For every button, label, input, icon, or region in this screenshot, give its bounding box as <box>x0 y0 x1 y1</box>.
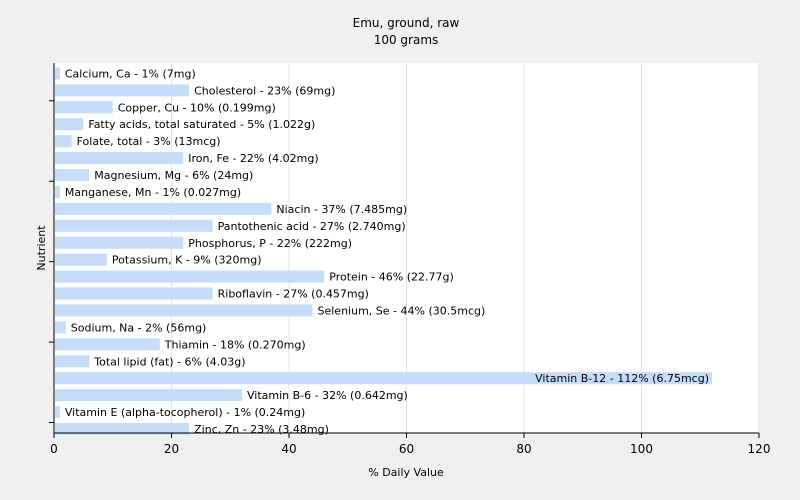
bar-16 <box>55 338 160 351</box>
bar-2 <box>55 101 113 114</box>
x-tick-label-40: 40 <box>281 442 296 456</box>
axes: 0 20 40 60 80 100 120 <box>49 63 770 456</box>
bar-label-20: Vitamin E (alpha-tocopherol) - 1% (0.24m… <box>65 406 305 419</box>
bar-label-3: Fatty acids, total saturated - 5% (1.022… <box>88 118 315 131</box>
bar-0 <box>55 67 60 80</box>
bar-6 <box>55 169 90 182</box>
bar-label-6: Magnesium, Mg - 6% (24mg) <box>94 169 253 182</box>
bar-label-12: Protein - 46% (22.77g) <box>329 271 454 284</box>
bar-10 <box>55 236 184 249</box>
x-tick-label-60: 60 <box>399 442 414 456</box>
bar-labels: Calcium, Ca - 1% (7mg) Cholesterol - 23% … <box>65 67 709 436</box>
bar-8 <box>55 202 272 215</box>
bar-11 <box>55 253 107 266</box>
x-tick-label-100: 100 <box>630 442 653 456</box>
y-axis-label: Nutrient <box>35 225 48 271</box>
bar-17 <box>55 355 90 368</box>
chart-title: Emu, ground, raw <box>353 16 460 30</box>
bar-4 <box>55 135 72 148</box>
bar-label-16: Thiamin - 18% (0.270mg) <box>164 338 306 351</box>
bar-label-0: Calcium, Ca - 1% (7mg) <box>65 67 196 80</box>
x-tick-label-20: 20 <box>164 442 179 456</box>
bar-19 <box>55 389 242 402</box>
bar-label-1: Cholesterol - 23% (69mg) <box>194 84 335 97</box>
x-tick-label-80: 80 <box>516 442 531 456</box>
bar-label-19: Vitamin B-6 - 32% (0.642mg) <box>247 389 408 402</box>
bar-label-10: Phosphorus, P - 22% (222mg) <box>188 237 352 250</box>
grid-lines <box>171 63 760 433</box>
bar-7 <box>55 185 60 198</box>
bar-14 <box>55 304 313 317</box>
bars <box>55 67 712 435</box>
bar-18 <box>55 372 712 385</box>
bar-label-21: Zinc, Zn - 23% (3.48mg) <box>194 423 329 436</box>
bar-label-13: Riboflavin - 27% (0.457mg) <box>218 288 369 301</box>
bar-5 <box>55 152 184 165</box>
bar-label-9: Pantothenic acid - 27% (2.740mg) <box>218 220 406 233</box>
bar-label-18: Vitamin B-12 - 112% (6.75mcg) <box>535 372 709 385</box>
bar-label-5: Iron, Fe - 22% (4.02mg) <box>188 152 318 165</box>
bar-1 <box>55 84 190 97</box>
bar-13 <box>55 287 213 300</box>
bar-label-7: Manganese, Mn - 1% (0.027mg) <box>65 186 241 199</box>
x-tick-label-120: 120 <box>748 442 771 456</box>
chart-subtitle: 100 grams <box>374 33 439 47</box>
bar-label-4: Folate, total - 3% (13mcg) <box>77 135 221 148</box>
bar-3 <box>55 118 84 131</box>
bar-label-17: Total lipid (fat) - 6% (4.03g) <box>93 355 245 368</box>
bar-label-11: Potassium, K - 9% (320mg) <box>112 254 262 267</box>
bar-12 <box>55 270 325 283</box>
bar-21 <box>55 422 190 435</box>
bar-label-2: Copper, Cu - 10% (0.199mg) <box>118 101 276 114</box>
bar-label-8: Niacin - 37% (7.485mg) <box>276 203 407 216</box>
bar-label-14: Selenium, Se - 44% (30.5mcg) <box>318 304 486 317</box>
bar-9 <box>55 219 213 232</box>
bar-15 <box>55 321 66 334</box>
bar-20 <box>55 406 60 419</box>
x-axis-label: % Daily Value <box>368 466 444 479</box>
x-tick-label-0: 0 <box>50 442 58 456</box>
bar-label-15: Sodium, Na - 2% (56mg) <box>71 321 207 334</box>
